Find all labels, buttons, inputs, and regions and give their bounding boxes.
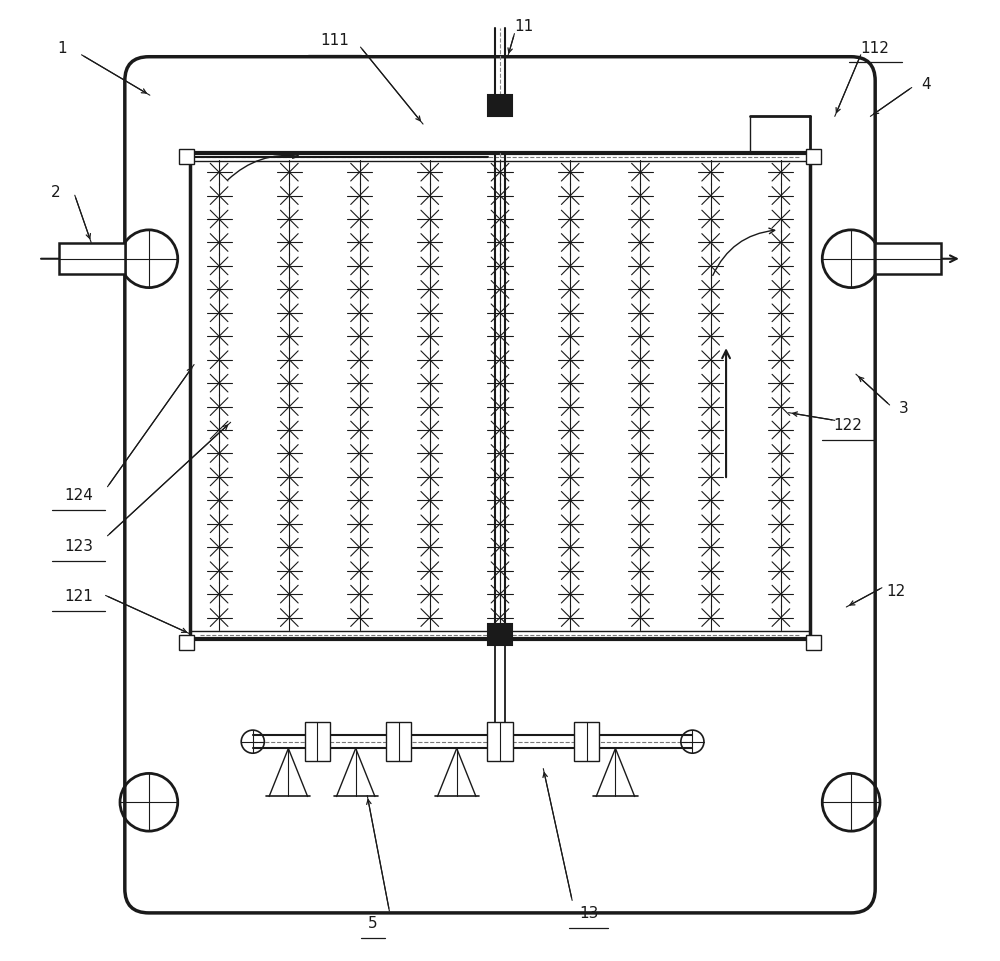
Bar — [488, 625, 512, 646]
Bar — [386, 723, 411, 761]
Text: 123: 123 — [64, 538, 93, 554]
Text: 112: 112 — [861, 40, 890, 56]
Bar — [875, 244, 941, 275]
Bar — [305, 723, 330, 761]
Bar — [59, 244, 125, 275]
Bar — [574, 723, 599, 761]
FancyBboxPatch shape — [125, 58, 875, 913]
Text: 13: 13 — [579, 905, 598, 921]
Bar — [806, 635, 821, 651]
Bar — [488, 96, 512, 117]
FancyArrowPatch shape — [228, 154, 298, 181]
Text: 122: 122 — [834, 417, 863, 432]
Bar — [806, 150, 821, 165]
Text: 111: 111 — [320, 33, 349, 48]
Text: 12: 12 — [887, 583, 906, 599]
Text: 3: 3 — [899, 401, 909, 416]
Text: 121: 121 — [64, 588, 93, 604]
Bar — [179, 635, 194, 651]
Text: 11: 11 — [514, 19, 534, 35]
Bar — [179, 150, 194, 165]
Text: 5: 5 — [368, 915, 378, 930]
Text: 4: 4 — [921, 77, 931, 92]
Text: 124: 124 — [64, 487, 93, 503]
Text: 1: 1 — [57, 40, 67, 56]
Bar — [487, 723, 513, 761]
Text: 2: 2 — [51, 185, 60, 200]
FancyArrowPatch shape — [713, 229, 775, 276]
